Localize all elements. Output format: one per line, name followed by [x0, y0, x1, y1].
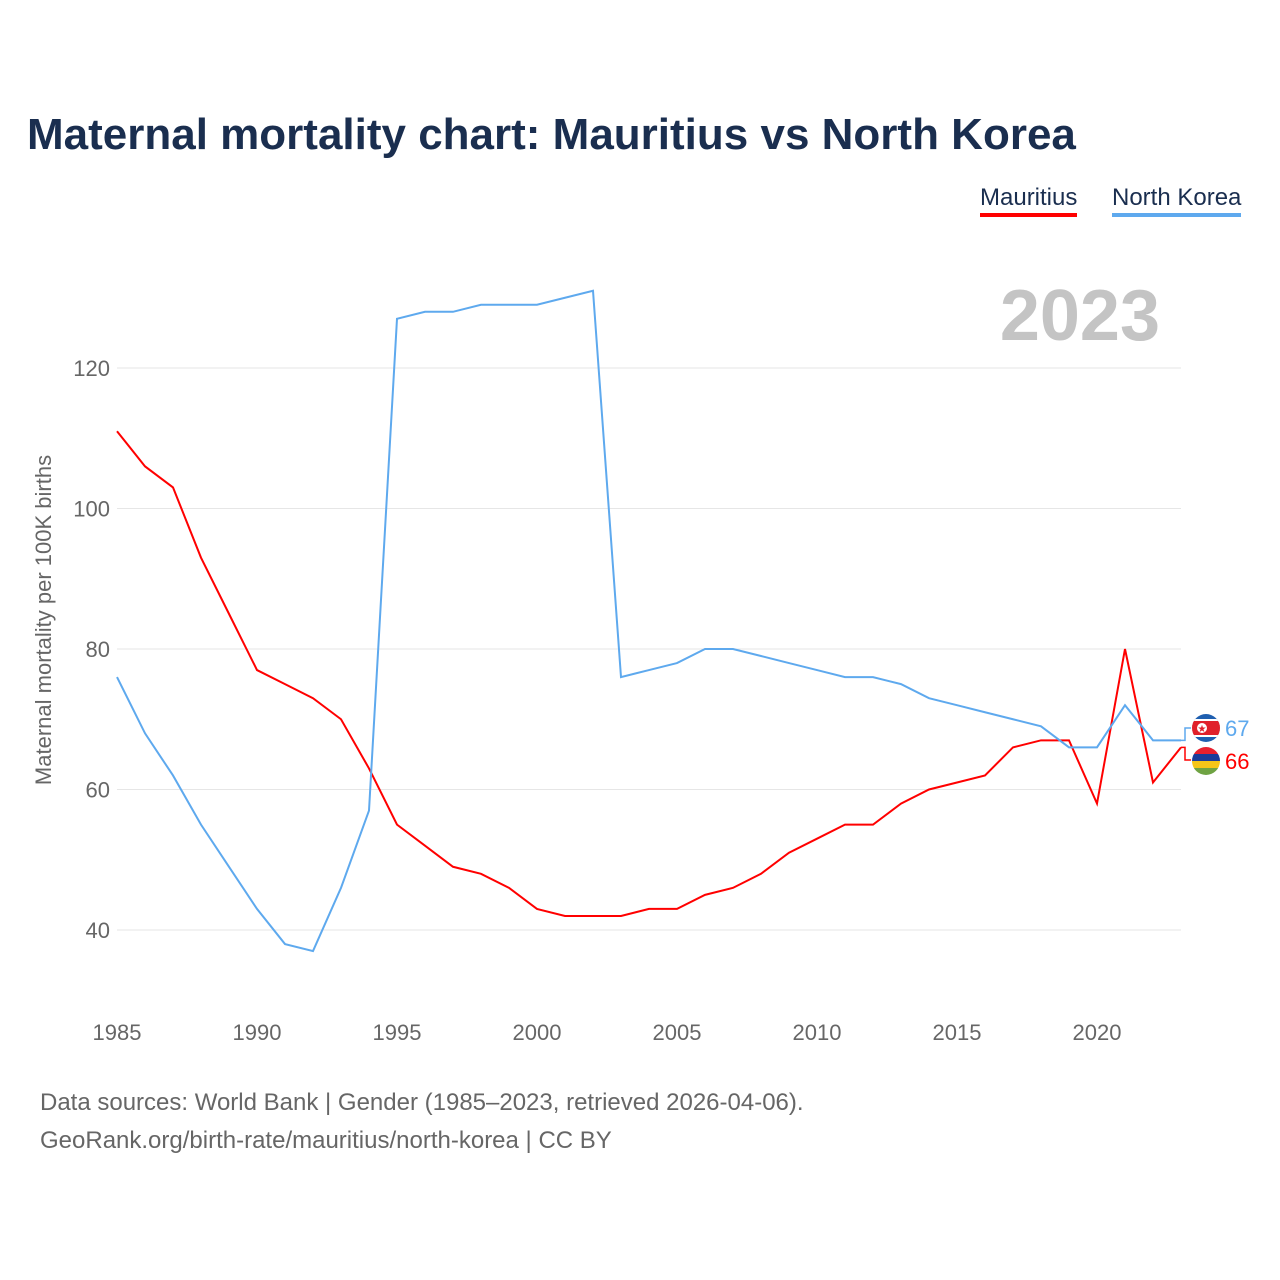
x-tick-label: 2015 — [933, 1020, 982, 1045]
x-tick-label: 1995 — [373, 1020, 422, 1045]
footer-sources: Data sources: World Bank | Gender (1985–… — [40, 1089, 804, 1116]
footer-credit: GeoRank.org/birth-rate/mauritius/north-k… — [40, 1127, 612, 1154]
flag-north-korea-icon: ★ — [1192, 714, 1220, 742]
y-tick-label: 60 — [86, 778, 110, 803]
series-line-mauritius — [116, 430, 1182, 917]
x-tick-label: 1990 — [233, 1020, 282, 1045]
y-tick-label: 40 — [86, 918, 110, 943]
x-tick-label: 2005 — [653, 1020, 702, 1045]
legend-mauritius[interactable]: Mauritius — [980, 184, 1078, 217]
y-tick-label: 100 — [73, 497, 110, 522]
connector-mauritius — [1181, 746, 1191, 761]
flag-mauritius-icon — [1192, 747, 1220, 775]
chart-title: Maternal mortality chart: Mauritius vs N… — [27, 110, 1076, 159]
end-value-mauritius: 66 — [1225, 749, 1249, 774]
year-label: 2023 — [1000, 276, 1160, 356]
x-tick-label: 2000 — [513, 1020, 562, 1045]
y-axis-label: Maternal mortality per 100K births — [31, 455, 56, 785]
y-tick-label: 120 — [73, 356, 110, 381]
y-tick-label: 80 — [86, 637, 110, 662]
end-value-north-korea: 67 — [1225, 716, 1249, 741]
svg-text:★: ★ — [1198, 724, 1207, 735]
connector-north-korea — [1181, 727, 1191, 742]
legend-north-korea[interactable]: North Korea — [1112, 184, 1242, 217]
x-tick-label: 2010 — [793, 1020, 842, 1045]
x-tick-label: 2020 — [1073, 1020, 1122, 1045]
series-line-north-korea — [116, 289, 1181, 953]
x-tick-label: 1985 — [93, 1020, 142, 1045]
